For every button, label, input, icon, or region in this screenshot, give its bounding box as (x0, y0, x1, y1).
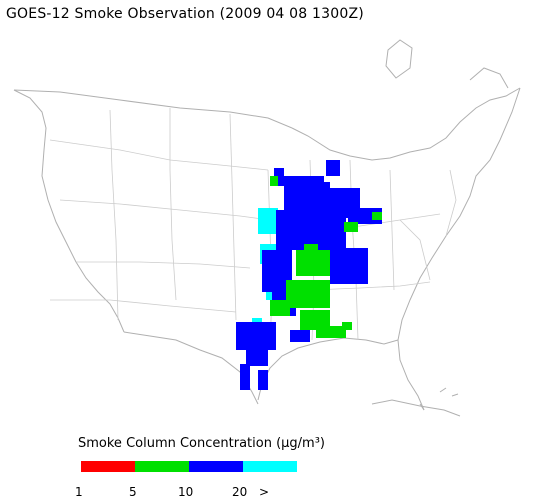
great-lakes-outline (291, 87, 521, 161)
legend-tick-20: 20 (232, 485, 248, 499)
legend-bar (81, 461, 297, 472)
gulf-coast (257, 337, 399, 401)
legend-swatch-1-5 (81, 461, 135, 472)
bahamas (439, 387, 459, 397)
nova-scotia (469, 67, 509, 89)
legend-swatch-10-20 (189, 461, 243, 472)
florida-keys (419, 403, 425, 411)
legend-tick-greater: > (259, 485, 270, 499)
legend-tick-5: 5 (129, 485, 137, 499)
legend-swatch-20-plus (243, 461, 297, 472)
atlantic-coast (397, 87, 521, 411)
legend-tick-1: 1 (75, 485, 83, 499)
pacific-coast (13, 89, 125, 333)
cuba (371, 399, 461, 417)
smoke-green (270, 176, 382, 338)
state-borders (49, 108, 457, 351)
canada-border-west (13, 89, 293, 129)
legend-title: Smoke Column Concentration (μg/m³) (78, 436, 325, 451)
map-title: GOES-12 Smoke Observation (2009 04 08 13… (6, 6, 364, 22)
newfoundland (385, 39, 413, 79)
legend-tick-10: 10 (178, 485, 194, 499)
legend-swatch-5-10 (135, 461, 189, 472)
